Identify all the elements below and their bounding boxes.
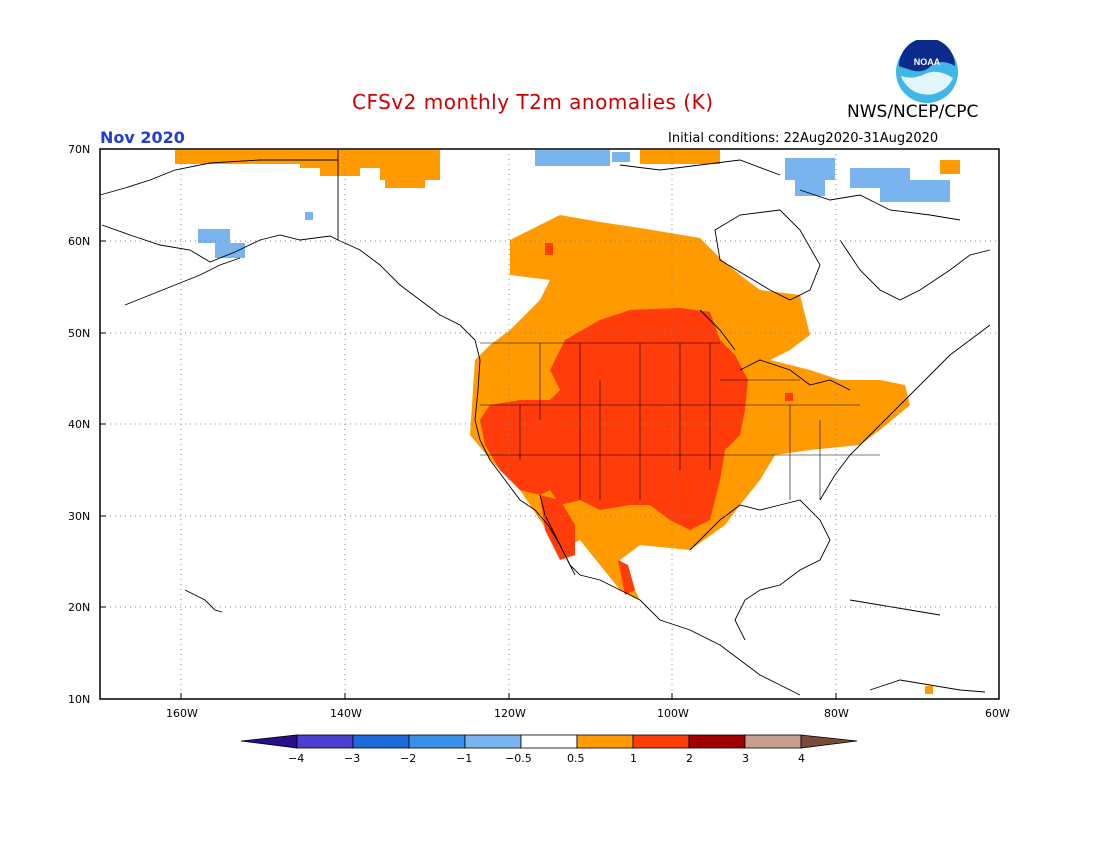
colorbar-swatch-neg2 bbox=[352, 734, 410, 749]
lat-label-10n: 10N bbox=[68, 693, 91, 706]
lat-label-20n: 20N bbox=[68, 601, 91, 614]
colorbar-swatch-pos4 bbox=[800, 734, 858, 749]
colorbar-swatch-pos1 bbox=[632, 734, 690, 749]
lon-label-140w: 140W bbox=[330, 707, 362, 720]
colorbar-label-neg3: −3 bbox=[344, 752, 361, 765]
colorbar-swatch-zero bbox=[520, 734, 578, 749]
colorbar-swatch-pos05 bbox=[576, 734, 634, 749]
coastlines bbox=[99, 150, 991, 696]
colorbar bbox=[240, 734, 858, 749]
colorbar-label-neg4: −4 bbox=[288, 752, 305, 765]
anomaly-region-red-orange bbox=[480, 243, 793, 595]
colorbar-label-pos4: 4 bbox=[798, 752, 805, 765]
tick-marks bbox=[100, 148, 837, 699]
colorbar-swatch-neg1 bbox=[408, 734, 466, 749]
colorbar-swatch-neg4 bbox=[240, 734, 298, 749]
anomaly-region-light-blue bbox=[198, 150, 950, 258]
lon-label-80w: 80W bbox=[824, 707, 849, 720]
lon-label-160w: 160W bbox=[166, 707, 198, 720]
colorbar-swatch-pos3 bbox=[744, 734, 802, 749]
lat-label-40n: 40N bbox=[68, 418, 91, 431]
map-title: CFSv2 monthly T2m anomalies (K) bbox=[352, 90, 714, 114]
colorbar-swatch-neg05 bbox=[464, 734, 522, 749]
graticule bbox=[100, 149, 999, 699]
colorbar-label-neg1: −1 bbox=[456, 752, 473, 765]
colorbar-swatch-neg3 bbox=[296, 734, 354, 749]
lat-label-50n: 50N bbox=[68, 327, 91, 340]
lon-label-100w: 100W bbox=[657, 707, 689, 720]
colorbar-label-neg05: −0.5 bbox=[505, 752, 532, 765]
lon-label-120w: 120W bbox=[494, 707, 526, 720]
agency-label: NWS/NCEP/CPC bbox=[847, 102, 979, 122]
state-borders bbox=[480, 342, 880, 500]
colorbar-label-pos2: 2 bbox=[686, 752, 693, 765]
noaa-logo-text: NOAA bbox=[914, 57, 941, 67]
forecast-month: Nov 2020 bbox=[100, 128, 185, 147]
lat-label-60n: 60N bbox=[68, 235, 91, 248]
lat-label-30n: 30N bbox=[68, 510, 91, 523]
noaa-logo: NOAA bbox=[896, 40, 958, 103]
colorbar-label-pos3: 3 bbox=[742, 752, 749, 765]
lon-label-60w: 60W bbox=[985, 707, 1010, 720]
initial-conditions: Initial conditions: 22Aug2020-31Aug2020 bbox=[668, 131, 939, 146]
lat-label-70n: 70N bbox=[68, 143, 91, 156]
colorbar-label-neg2: −2 bbox=[400, 752, 417, 765]
colorbar-swatch-pos2 bbox=[688, 734, 746, 749]
colorbar-label-pos1: 1 bbox=[630, 752, 637, 765]
colorbar-label-pos05: 0.5 bbox=[567, 752, 585, 765]
